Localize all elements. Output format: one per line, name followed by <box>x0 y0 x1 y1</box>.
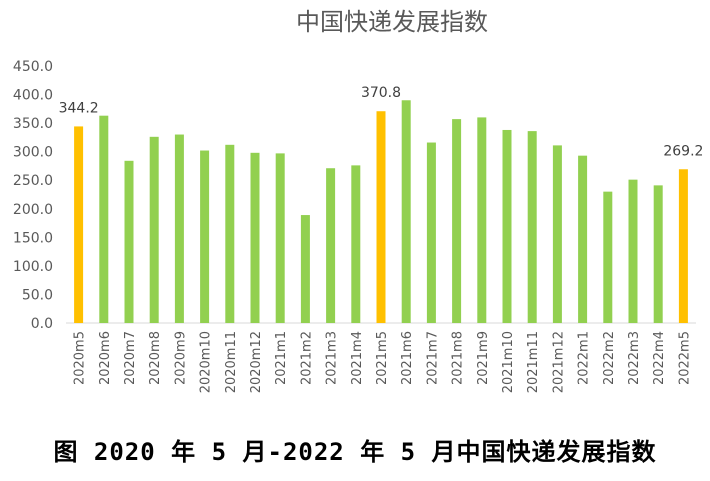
bar-2020m11 <box>225 144 235 323</box>
x-tick-label: 2020m8 <box>148 331 163 385</box>
x-tick-label: 2021m3 <box>325 331 340 385</box>
y-tick-label: 50.0 <box>22 287 53 303</box>
bar-2021m9 <box>477 117 487 324</box>
y-tick-label: 200.0 <box>13 202 53 218</box>
bar-2021m1 <box>275 153 285 323</box>
x-tick-label: 2022m4 <box>652 331 667 385</box>
data-label: 269.2 <box>663 143 703 159</box>
bar-2021m3 <box>326 168 336 323</box>
y-tick-label: 250.0 <box>13 173 53 189</box>
figure-caption: 图 2020 年 5 月-2022 年 5 月中国快递发展指数 <box>53 438 657 466</box>
x-tick-label: 2022m5 <box>677 331 692 385</box>
y-axis-ticks: 0.0 50.0 100.0 150.0 200.0 250.0 300.0 350.0 400… <box>13 59 53 332</box>
bar-2021m4 <box>351 165 361 323</box>
bars <box>74 100 688 324</box>
bar-2020m6 <box>99 115 109 323</box>
bar-2021m10 <box>502 129 512 323</box>
bar-2021m6 <box>401 100 411 324</box>
bar-2021m5 <box>376 111 386 324</box>
x-tick-label: 2021m7 <box>425 331 440 385</box>
y-tick-label: 100.0 <box>13 259 53 275</box>
bar-2020m10 <box>200 150 210 323</box>
bar-2022m4 <box>653 185 663 323</box>
bar-2022m3 <box>628 179 638 323</box>
x-tick-label: 2022m1 <box>577 331 592 385</box>
x-tick-label: 2020m6 <box>98 331 113 385</box>
x-tick-label: 2022m2 <box>602 331 617 385</box>
x-tick-label: 2022m3 <box>627 331 642 385</box>
y-tick-label: 350.0 <box>13 116 53 132</box>
x-tick-label: 2021m10 <box>501 331 516 393</box>
y-tick-label: 0.0 <box>31 316 53 332</box>
data-label: 344.2 <box>59 100 99 116</box>
x-tick-label: 2021m11 <box>526 331 541 393</box>
x-tick-label: 2020m11 <box>224 331 239 393</box>
bar-2021m8 <box>452 119 462 323</box>
bar-2021m2 <box>300 215 310 323</box>
bar-2020m9 <box>174 134 184 323</box>
bar-2020m12 <box>250 152 260 323</box>
x-axis-ticks: 2020m5 2020m6 2020m7 2020m8 2020m9 2020m10 202… <box>73 331 693 393</box>
bar-2022m2 <box>603 191 613 323</box>
data-label: 370.8 <box>361 85 401 101</box>
x-tick-label: 2020m7 <box>123 331 138 385</box>
x-tick-label: 2021m6 <box>400 331 415 385</box>
x-tick-label: 2020m10 <box>199 331 214 393</box>
y-tick-label: 300.0 <box>13 145 53 161</box>
bar-2021m11 <box>527 131 537 323</box>
bar-2020m5 <box>74 126 84 323</box>
x-tick-label: 2021m5 <box>375 331 390 385</box>
x-tick-label: 2020m9 <box>173 331 188 385</box>
y-tick-label: 450.0 <box>13 59 53 75</box>
bar-2020m8 <box>149 136 159 323</box>
x-tick-label: 2021m9 <box>476 331 491 385</box>
bar-2022m5 <box>678 169 688 323</box>
x-tick-label: 2021m1 <box>274 331 289 385</box>
x-tick-label: 2020m5 <box>73 331 88 385</box>
x-tick-label: 2021m12 <box>551 331 566 393</box>
chart: 中国快递发展指数 0.0 50.0 100.0 150.0 200.0 250.0 300.… <box>13 8 704 393</box>
x-tick-label: 2021m4 <box>350 331 365 385</box>
x-tick-label: 2020m12 <box>249 331 264 393</box>
y-tick-label: 150.0 <box>13 230 53 246</box>
x-tick-label: 2021m8 <box>451 331 466 385</box>
data-labels: 344.2 370.8 269.2 <box>59 85 704 159</box>
x-tick-label: 2021m2 <box>299 331 314 385</box>
bar-2021m12 <box>552 145 562 323</box>
chart-title: 中国快递发展指数 <box>296 8 488 36</box>
bar-2021m7 <box>426 142 436 323</box>
bar-2020m7 <box>124 160 134 323</box>
bar-2022m1 <box>578 155 588 323</box>
y-tick-label: 400.0 <box>13 88 53 104</box>
